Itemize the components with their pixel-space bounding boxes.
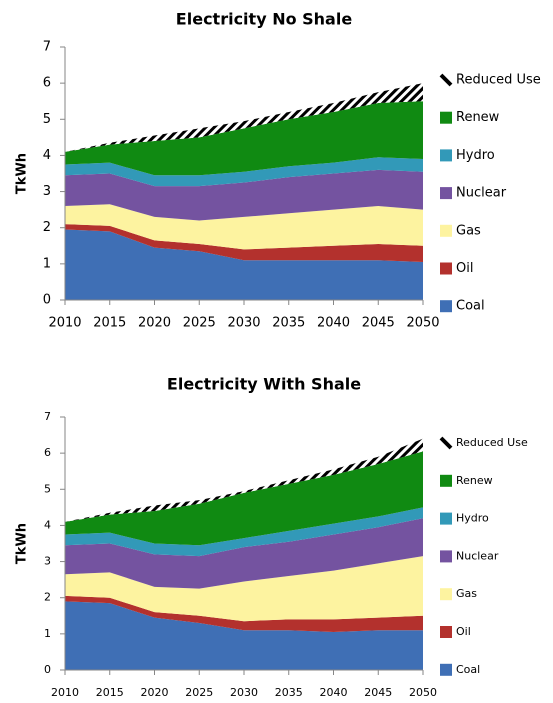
y-axis-label: TkWh <box>15 153 30 194</box>
legend-label: Hydro <box>456 148 495 163</box>
area <box>65 169 423 221</box>
x-tick-label: 2020 <box>138 316 171 331</box>
y-tick-label: 0 <box>44 663 51 676</box>
legend-swatch <box>440 512 452 525</box>
legend-swatch <box>440 550 452 563</box>
y-tick-label: 7 <box>44 410 51 423</box>
y-tick-label: 4 <box>44 518 51 531</box>
legend-swatch <box>440 187 452 200</box>
y-tick-label: 5 <box>44 482 51 495</box>
legend-label: Renew <box>456 110 500 125</box>
y-tick-label: 6 <box>44 446 51 459</box>
legend-swatch <box>440 300 452 313</box>
y-tick-label: 2 <box>44 591 51 604</box>
legend-swatch <box>440 663 452 676</box>
area <box>65 101 423 176</box>
legend-label: Reduced Use <box>456 73 541 88</box>
x-tick-label: 2050 <box>406 316 439 331</box>
area <box>65 229 423 300</box>
area <box>65 595 423 633</box>
x-tick-label: 2045 <box>364 686 392 699</box>
legend-swatch <box>439 436 453 450</box>
x-tick-label: 2025 <box>185 686 213 699</box>
legend-label: Reduced Use <box>456 436 528 449</box>
x-tick-label: 2010 <box>51 686 79 699</box>
area <box>65 601 423 670</box>
legend-swatch <box>440 474 452 487</box>
legend-swatch <box>439 73 453 87</box>
legend-label: Oil <box>456 261 473 276</box>
legend-label: Coal <box>456 299 485 314</box>
legend-label: Coal <box>456 663 480 676</box>
x-tick-label: 2050 <box>409 686 437 699</box>
x-tick-label: 2015 <box>96 686 124 699</box>
legend-swatch <box>440 588 452 601</box>
y-tick-label: 5 <box>43 112 51 127</box>
legend-label: Oil <box>456 625 471 638</box>
x-tick-label: 2030 <box>227 316 260 331</box>
area <box>65 83 423 152</box>
x-tick-label: 2020 <box>141 686 169 699</box>
x-tick-label: 2035 <box>272 316 305 331</box>
area <box>65 204 423 250</box>
legend-label: Hydro <box>456 512 489 525</box>
x-tick-label: 2040 <box>317 316 350 331</box>
y-tick-label: 3 <box>43 184 51 199</box>
chart-title: Electricity No Shale <box>176 10 353 29</box>
x-tick-label: 2040 <box>320 686 348 699</box>
x-tick-label: 2035 <box>275 686 303 699</box>
area <box>65 224 423 263</box>
area <box>65 507 423 557</box>
legend-swatch <box>440 262 452 275</box>
legend-swatch <box>440 111 452 124</box>
x-tick-label: 2025 <box>183 316 216 331</box>
y-tick-label: 2 <box>43 220 51 235</box>
area <box>65 556 423 622</box>
legend-label: Gas <box>456 223 481 238</box>
legend-swatch <box>440 626 452 638</box>
chart-title: Electricity With Shale <box>167 375 361 394</box>
legend-label: Renew <box>456 474 493 487</box>
x-tick-label: 2045 <box>362 316 395 331</box>
x-tick-label: 2015 <box>93 316 126 331</box>
area <box>65 518 423 589</box>
x-tick-label: 2030 <box>230 686 258 699</box>
y-tick-label: 6 <box>43 76 51 91</box>
y-tick-label: 1 <box>43 256 51 271</box>
y-tick-label: 7 <box>43 40 51 55</box>
legend-label: Nuclear <box>456 186 507 201</box>
x-tick-label: 2010 <box>48 316 81 331</box>
legend-label: Gas <box>456 587 477 600</box>
y-tick-label: 4 <box>43 148 51 163</box>
legend-label: Nuclear <box>456 549 499 562</box>
y-axis-label: TkWh <box>15 523 30 564</box>
y-tick-label: 1 <box>44 627 51 640</box>
y-tick-label: 3 <box>44 555 51 568</box>
y-tick-label: 0 <box>43 293 51 308</box>
legend-swatch <box>440 224 452 237</box>
legend-swatch <box>440 149 452 162</box>
